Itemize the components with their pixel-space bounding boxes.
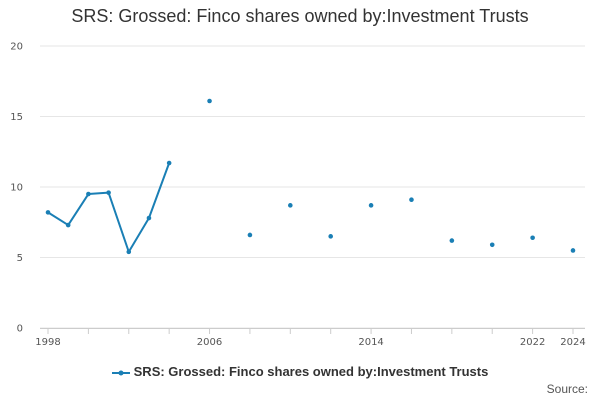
series-line: [47, 162, 171, 253]
data-point[interactable]: [247, 232, 253, 238]
x-axis: 1998 2006 2014 2022 2024: [35, 328, 586, 348]
y-tick-label: 20: [10, 42, 23, 53]
y-tick-label: 15: [10, 112, 23, 123]
y-tick-label: 10: [10, 183, 23, 194]
data-point[interactable]: [166, 160, 172, 166]
legend-label: SRS: Grossed: Finco shares owned by:Inve…: [133, 364, 489, 379]
x-tick-label: 1998: [35, 337, 60, 348]
data-point[interactable]: [489, 242, 495, 248]
gridlines: [40, 45, 585, 329]
legend[interactable]: SRS: Grossed: Finco shares owned by:Inve…: [0, 364, 600, 379]
series-layer: [45, 98, 576, 255]
data-point[interactable]: [86, 191, 91, 197]
data-point[interactable]: [570, 248, 576, 253]
data-point[interactable]: [207, 98, 212, 104]
data-point[interactable]: [328, 234, 333, 239]
x-tick-label: 2014: [358, 337, 383, 348]
data-point[interactable]: [65, 222, 71, 228]
x-tick-label: 2006: [197, 337, 222, 348]
y-tick-label: 0: [17, 324, 23, 335]
chart-title: SRS: Grossed: Finco shares owned by:Inve…: [71, 6, 529, 26]
x-tick-label: 2022: [520, 337, 545, 348]
data-point[interactable]: [45, 210, 51, 215]
data-point[interactable]: [288, 203, 293, 208]
data-point[interactable]: [409, 197, 414, 202]
data-point[interactable]: [106, 190, 111, 195]
x-tick-label: 2024: [560, 337, 585, 348]
data-point[interactable]: [146, 215, 152, 221]
data-point[interactable]: [449, 238, 455, 243]
source-label: Source:: [546, 382, 588, 396]
y-axis-ticks: 0 5 10 15 20: [10, 42, 23, 335]
legend-line-icon: [111, 370, 130, 376]
y-tick-label: 5: [17, 253, 23, 264]
data-point[interactable]: [126, 249, 132, 255]
data-point[interactable]: [530, 235, 535, 241]
data-point[interactable]: [368, 203, 374, 208]
